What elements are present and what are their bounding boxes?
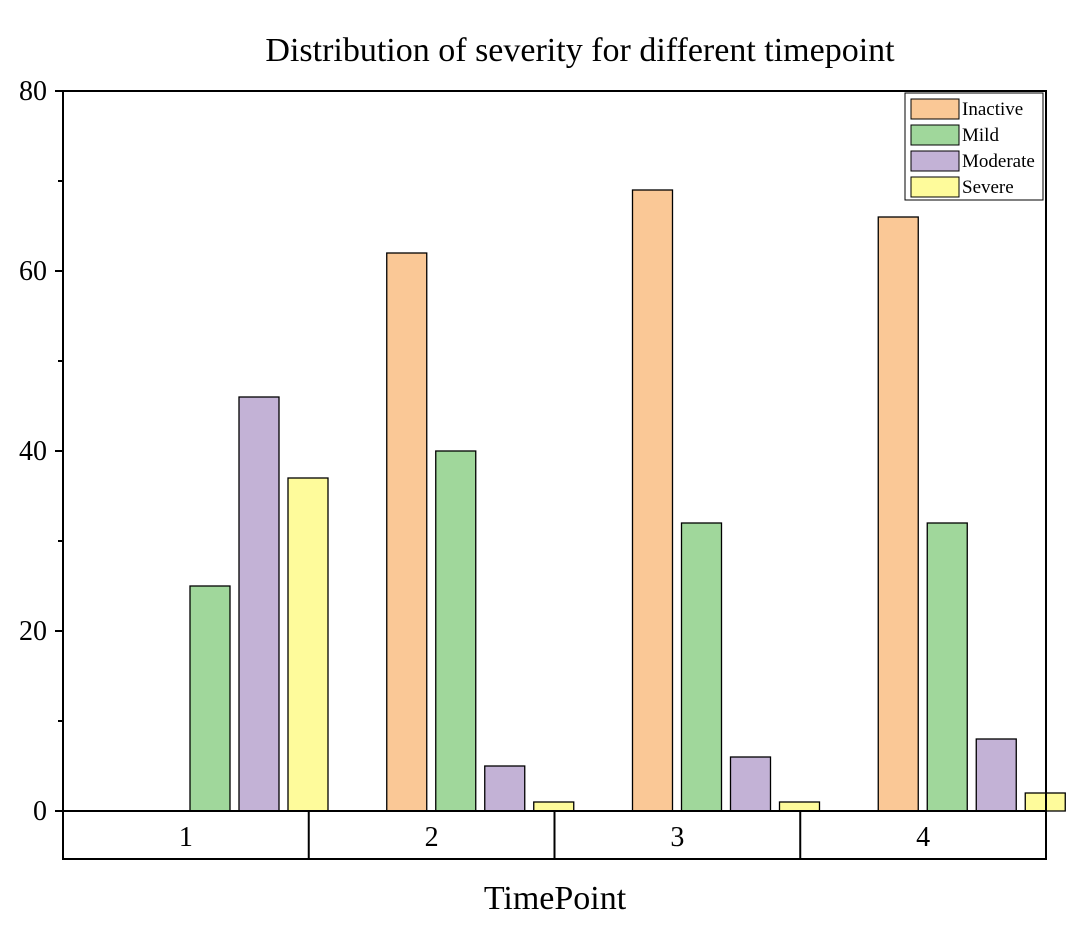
bar-inactive-4 (877, 216, 919, 812)
legend-label-inactive: Inactive (962, 99, 1023, 120)
bar-moderate-4 (975, 738, 1017, 812)
legend-label-severe: Severe (962, 177, 1014, 198)
bar-severe-1 (287, 477, 329, 812)
bar-mild-2 (435, 450, 477, 812)
y-tick-label: 80 (19, 76, 47, 107)
bar-moderate-1 (238, 396, 280, 812)
x-axis-title: TimePoint (484, 880, 627, 917)
y-tick-label: 40 (19, 436, 47, 467)
bar-inactive-3 (631, 189, 674, 812)
category-label: 2 (425, 822, 439, 853)
bar-mild-1 (189, 585, 231, 812)
category-label: 4 (916, 822, 930, 853)
bar-moderate-3 (729, 756, 772, 812)
legend-swatch-severe (910, 176, 960, 198)
legend-label-moderate: Moderate (962, 151, 1035, 172)
legend-swatch-inactive (910, 98, 960, 120)
bar-moderate-2 (484, 765, 526, 812)
bar-inactive-2 (386, 252, 428, 812)
chart-title: Distribution of severity for different t… (265, 32, 895, 69)
y-tick-label: 20 (19, 616, 47, 647)
legend-swatch-moderate (910, 150, 960, 172)
y-tick-label: 60 (19, 256, 47, 287)
bar-mild-3 (680, 522, 723, 812)
bar-severe-2 (533, 801, 575, 812)
bars-layer (189, 189, 1066, 812)
legend-swatch-mild (910, 124, 960, 146)
bar-severe-3 (778, 801, 821, 812)
category-label: 1 (179, 822, 193, 853)
y-tick-label: 0 (33, 796, 47, 827)
legend-label-mild: Mild (962, 125, 999, 146)
bar-mild-4 (926, 522, 968, 812)
legend: Inactive Mild Moderate Severe (904, 92, 1044, 201)
category-label: 3 (670, 822, 684, 853)
